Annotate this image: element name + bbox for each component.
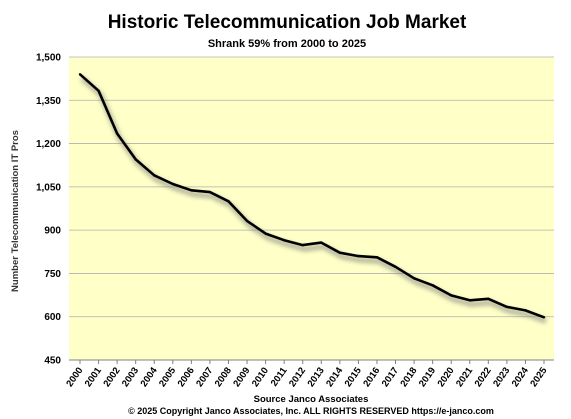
series-line — [79, 73, 545, 319]
x-tick-label: 2002 — [101, 365, 122, 389]
x-tick-label: 2001 — [83, 365, 105, 389]
x-tick-label: 2007 — [194, 365, 215, 389]
data-point — [134, 158, 137, 161]
x-tick-label: 2000 — [64, 365, 85, 389]
x-tick-label: 2009 — [231, 365, 252, 389]
data-point — [320, 241, 323, 244]
data-point — [487, 297, 490, 301]
x-tick-label: 2020 — [436, 365, 457, 389]
data-point — [190, 189, 193, 192]
data-point — [97, 89, 100, 92]
data-point — [375, 256, 379, 259]
x-tick-label: 2014 — [324, 365, 346, 389]
data-point — [171, 182, 174, 186]
data-point — [245, 219, 249, 223]
data-point — [431, 284, 434, 287]
y-tick-label: 900 — [44, 226, 61, 237]
y-tick-label: 750 — [44, 269, 61, 280]
x-tick-label: 2019 — [417, 365, 438, 389]
y-tick-label: 1,350 — [36, 96, 61, 107]
x-tick-label: 2008 — [213, 365, 234, 389]
x-tick-label: 2018 — [398, 365, 419, 389]
data-point — [301, 243, 304, 247]
x-tick-label: 2011 — [269, 365, 290, 389]
data-point — [78, 73, 82, 76]
data-point — [412, 277, 416, 280]
x-axis-label: Source Janco Associates — [254, 394, 369, 405]
data-point — [394, 265, 397, 268]
y-tick-label: 1,500 — [36, 53, 61, 64]
x-tick-label: 2004 — [139, 365, 161, 389]
y-axis-ticks: 450 600 750 900 1,050 1,200 1,350 1,500 — [36, 53, 61, 367]
grid-lines — [69, 56, 554, 318]
y-axis-label: Number Telecommunication IT Pros — [10, 130, 21, 292]
data-point — [208, 190, 212, 194]
plot-area — [69, 57, 554, 360]
x-tick-label: 2017 — [380, 365, 401, 389]
data-point — [153, 174, 156, 177]
data-point — [468, 299, 471, 302]
x-tick-label: 2016 — [361, 365, 382, 389]
x-tick-label: 2006 — [176, 365, 197, 389]
data-point — [542, 316, 546, 319]
x-tick-label: 2021 — [454, 365, 476, 389]
x-tick-label: 2022 — [473, 365, 494, 389]
x-tick-label: 2024 — [510, 365, 532, 389]
data-point — [524, 309, 527, 312]
chart-title: Historic Telecommunication Job Market — [108, 12, 467, 33]
chart-subtitle: Shrank 59% from 2000 to 2025 — [208, 38, 366, 50]
data-point — [338, 251, 342, 254]
data-point — [264, 232, 267, 235]
x-tick-label: 2010 — [250, 365, 271, 389]
x-tick-label: 2015 — [343, 365, 365, 389]
data-point — [227, 200, 230, 203]
data-point — [357, 254, 360, 258]
data-point — [450, 294, 453, 297]
x-tick-label: 2025 — [528, 365, 550, 389]
x-tick-label: 2013 — [306, 365, 327, 389]
x-tick-label: 2012 — [287, 365, 308, 389]
copyright-footer: © 2025 Copyright Janco Associates, Inc. … — [128, 406, 494, 416]
x-tick-label: 2005 — [157, 365, 179, 389]
x-tick-label: 2023 — [491, 365, 512, 389]
x-axis-ticks: 2000200120022003200420052006200720082009… — [64, 360, 550, 389]
data-point — [115, 132, 119, 135]
y-tick-label: 1,200 — [36, 139, 61, 150]
data-point — [505, 305, 509, 309]
y-tick-label: 450 — [44, 356, 61, 367]
series-group — [78, 73, 547, 324]
y-tick-label: 1,050 — [36, 182, 61, 193]
data-point — [282, 239, 286, 242]
series-line-shadow — [80, 76, 547, 324]
x-tick-label: 2003 — [120, 365, 141, 389]
y-tick-label: 600 — [44, 312, 61, 323]
